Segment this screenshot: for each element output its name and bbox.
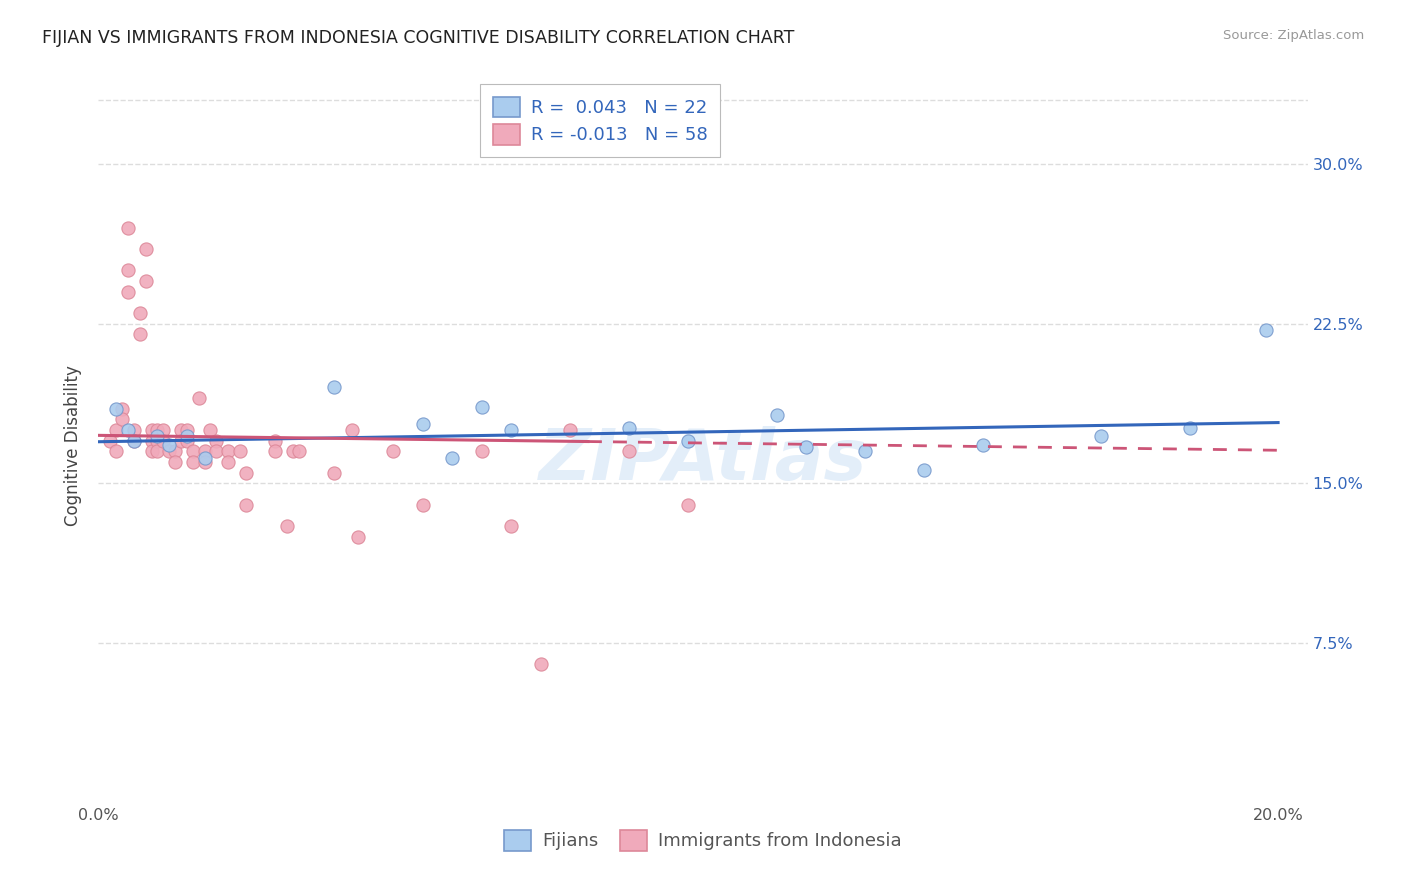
Legend: Fijians, Immigrants from Indonesia: Fijians, Immigrants from Indonesia	[498, 822, 908, 858]
Point	[678, 498, 700, 512]
Point	[501, 423, 523, 437]
Point	[530, 657, 553, 672]
Point	[471, 400, 494, 414]
Point	[122, 434, 145, 448]
Point	[853, 444, 876, 458]
Point	[181, 455, 204, 469]
Text: Source: ZipAtlas.com: Source: ZipAtlas.com	[1223, 29, 1364, 42]
Point	[1090, 429, 1112, 443]
Point	[146, 434, 169, 448]
Point	[229, 444, 252, 458]
Point	[157, 438, 180, 452]
Point	[323, 466, 346, 480]
Point	[765, 408, 787, 422]
Point	[794, 440, 817, 454]
Point	[105, 423, 128, 437]
Text: ZIPAtlas: ZIPAtlas	[538, 425, 868, 495]
Point	[1256, 323, 1278, 337]
Point	[141, 444, 163, 458]
Point	[128, 327, 150, 342]
Point	[264, 444, 287, 458]
Point	[288, 444, 311, 458]
Point	[170, 434, 193, 448]
Text: FIJIAN VS IMMIGRANTS FROM INDONESIA COGNITIVE DISABILITY CORRELATION CHART: FIJIAN VS IMMIGRANTS FROM INDONESIA COGN…	[42, 29, 794, 46]
Point	[170, 423, 193, 437]
Point	[111, 412, 134, 426]
Point	[281, 444, 304, 458]
Point	[619, 421, 641, 435]
Point	[157, 444, 180, 458]
Point	[117, 423, 139, 437]
Point	[176, 423, 198, 437]
Point	[98, 434, 121, 448]
Point	[382, 444, 405, 458]
Point	[347, 529, 370, 543]
Point	[235, 466, 257, 480]
Point	[194, 455, 217, 469]
Point	[141, 423, 163, 437]
Point	[141, 434, 163, 448]
Y-axis label: Cognitive Disability: Cognitive Disability	[65, 366, 83, 526]
Point	[441, 450, 464, 465]
Point	[217, 455, 239, 469]
Point	[194, 444, 217, 458]
Point	[165, 444, 187, 458]
Point	[105, 401, 128, 416]
Point	[105, 444, 128, 458]
Point	[176, 429, 198, 443]
Point	[276, 519, 298, 533]
Point	[152, 423, 174, 437]
Point	[146, 429, 169, 443]
Point	[146, 444, 169, 458]
Point	[264, 434, 287, 448]
Point	[619, 444, 641, 458]
Point	[471, 444, 494, 458]
Point	[122, 434, 145, 448]
Point	[560, 423, 582, 437]
Point	[181, 444, 204, 458]
Point	[323, 380, 346, 394]
Point	[678, 434, 700, 448]
Point	[135, 274, 157, 288]
Point	[128, 306, 150, 320]
Point	[412, 417, 434, 431]
Point	[117, 263, 139, 277]
Point	[135, 242, 157, 256]
Point	[200, 423, 222, 437]
Point	[217, 444, 239, 458]
Point	[152, 434, 174, 448]
Point	[205, 434, 228, 448]
Point	[117, 285, 139, 299]
Point	[117, 220, 139, 235]
Point	[165, 455, 187, 469]
Point	[194, 450, 217, 465]
Point	[205, 444, 228, 458]
Point	[501, 519, 523, 533]
Point	[111, 401, 134, 416]
Point	[146, 423, 169, 437]
Point	[122, 423, 145, 437]
Point	[235, 498, 257, 512]
Point	[972, 438, 994, 452]
Point	[340, 423, 363, 437]
Point	[1178, 421, 1201, 435]
Point	[187, 391, 209, 405]
Point	[412, 498, 434, 512]
Point	[176, 434, 198, 448]
Point	[912, 463, 935, 477]
